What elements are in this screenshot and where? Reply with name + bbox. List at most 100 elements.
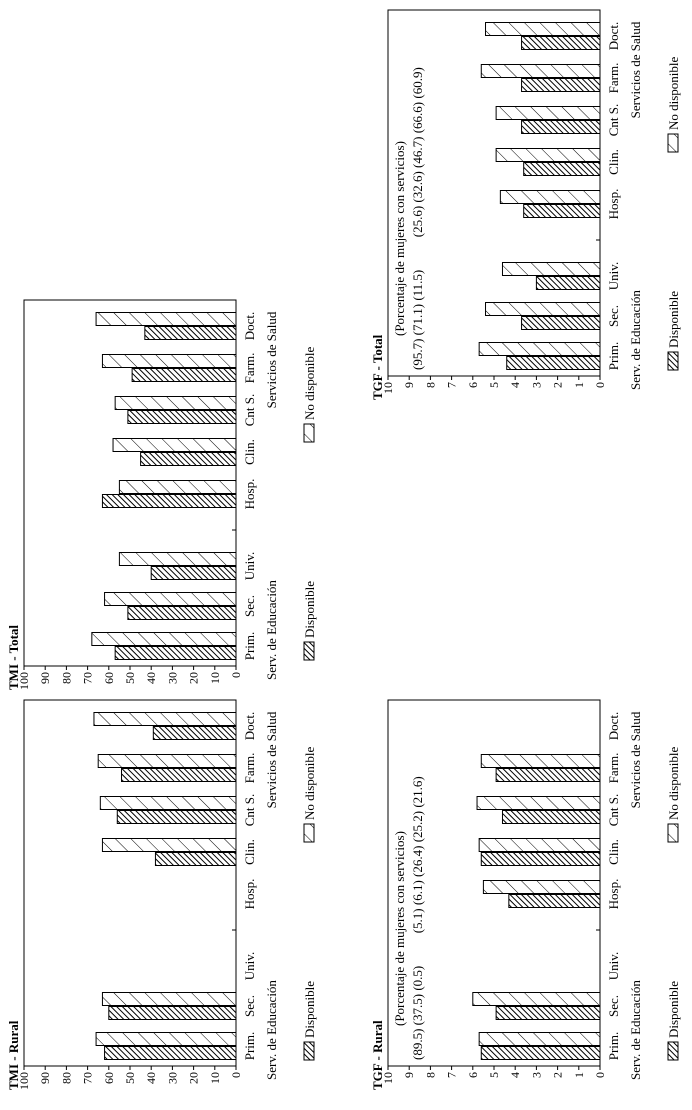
chart-tmi-rural: TMI - Rural 0 10 20 30 40 50 60 70 80 90 100 Prim. S… (6, 699, 317, 1090)
bar-no-disponible (95, 312, 237, 326)
y-tick-label: 3 (529, 1072, 543, 1078)
y-tick-label: 60 (102, 1072, 116, 1084)
y-tick-label: 10 (381, 382, 395, 394)
y-tick-label: 8 (423, 382, 437, 388)
group-label-health: Servicios de Salud (264, 311, 279, 408)
legend-swatch-disponible (303, 641, 315, 661)
plot-area: 0 1 2 3 4 5 6 7 8 9 10 Prim. Sec. Univ. Hosp. Clin. Cnt … (381, 699, 621, 1084)
bar-disponible (495, 768, 601, 782)
y-tick-label: 20 (187, 672, 201, 684)
x-tick-label: Doct. (606, 22, 621, 51)
y-tick-label: 7 (445, 382, 459, 388)
y-tick-label: 40 (144, 1072, 158, 1084)
y-tick-label: 8 (423, 1072, 437, 1078)
bar-no-disponible (480, 754, 601, 768)
bar-disponible (101, 494, 237, 508)
y-tick-label: 1 (572, 1072, 586, 1078)
y-tick-label: 0 (593, 1072, 607, 1078)
y-tick-label: 4 (508, 1072, 522, 1078)
bar-no-disponible (95, 1032, 237, 1046)
x-tick-label: Clin. (242, 439, 257, 465)
x-tick-label: Doct. (606, 712, 621, 741)
bar-no-disponible (501, 262, 601, 276)
x-tick-label: Cnt S. (606, 104, 621, 137)
x-tick-label: Hosp. (606, 879, 621, 910)
bar-no-disponible (476, 796, 601, 810)
x-tick-label: Clin. (242, 839, 257, 865)
legend-label-disponible: Disponible (302, 981, 317, 1038)
chart-title: TMI - Rural (6, 1020, 21, 1090)
y-tick-label: 10 (208, 672, 222, 684)
legend-swatch-no-disponible (303, 423, 315, 443)
x-tick-label: Prim. (242, 632, 257, 661)
x-tick-label: Cnt S. (242, 794, 257, 827)
bar-no-disponible (478, 838, 601, 852)
x-tick-label: Univ. (606, 952, 621, 980)
y-tick-label: 0 (229, 1072, 243, 1078)
bar-no-disponible (118, 480, 237, 494)
bar-no-disponible (91, 632, 237, 646)
bar-no-disponible (97, 754, 237, 768)
group-label-education: Serv. de Educación (264, 980, 279, 1080)
legend-label-disponible: Disponible (666, 291, 681, 348)
y-tick-label: 20 (187, 1072, 201, 1084)
x-tick-label: Farm. (606, 753, 621, 784)
bar-no-disponible (99, 796, 237, 810)
legend-label-disponible: Disponible (666, 981, 681, 1038)
bar-no-disponible (482, 880, 601, 894)
bar-no-disponible (114, 396, 237, 410)
y-tick-label: 7 (445, 1072, 459, 1078)
legend: Disponible No disponible (302, 346, 317, 661)
chart-tmi-total: TMI - Total 0 10 20 30 40 50 60 70 80 90 100 Prim. S… (6, 299, 317, 690)
bar-disponible (150, 566, 237, 580)
bar-disponible (506, 356, 601, 370)
x-tick-label: Prim. (606, 1032, 621, 1061)
x-tick-label: Sec. (606, 995, 621, 1017)
bar-no-disponible (485, 22, 601, 36)
x-tick-label: Hosp. (242, 479, 257, 510)
bar-no-disponible (112, 438, 237, 452)
y-tick-label: 1 (572, 382, 586, 388)
x-tick-label: Farm. (606, 63, 621, 94)
bar-disponible (521, 78, 601, 92)
bar-disponible (121, 768, 237, 782)
bar-disponible (140, 452, 237, 466)
percent-header: (Porcentaje de mujeres con servicios) (392, 141, 407, 336)
bar-no-disponible (93, 712, 237, 726)
chart-title: TGF - Rural (370, 1020, 385, 1090)
percent-header: (Porcentaje de mujeres con servicios) (392, 831, 407, 1026)
y-tick-label: 10 (208, 1072, 222, 1084)
y-tick-label: 0 (229, 672, 243, 678)
x-tick-label: Clin. (606, 149, 621, 175)
legend-swatch-no-disponible (667, 823, 679, 843)
bar-disponible (495, 1006, 601, 1020)
bar-no-disponible (480, 64, 601, 78)
y-tick-label: 5 (487, 382, 501, 388)
bar-disponible (480, 1046, 601, 1060)
bar-no-disponible (104, 592, 237, 606)
x-tick-label: Cnt S. (242, 394, 257, 427)
chart-title: TGF - Total (370, 334, 385, 400)
y-tick-label: 100 (17, 1072, 31, 1090)
bar-disponible (108, 1006, 237, 1020)
bar-no-disponible (101, 838, 237, 852)
y-tick-label: 30 (165, 672, 179, 684)
x-tick-label: Cnt S. (606, 794, 621, 827)
bar-no-disponible (478, 342, 601, 356)
percent-values: (95.7) (71.1) (11.5) (25.6) (32.6) (46.7… (410, 67, 425, 370)
legend-swatch-no-disponible (303, 823, 315, 843)
bar-no-disponible (495, 148, 601, 162)
y-tick-label: 70 (81, 1072, 95, 1084)
x-tick-label: Hosp. (242, 879, 257, 910)
y-tick-label: 90 (38, 672, 52, 684)
legend-label-no-disponible: No disponible (302, 746, 317, 820)
x-tick-label: Prim. (242, 1032, 257, 1061)
legend: Disponible No disponible (666, 746, 681, 1061)
bar-disponible (521, 316, 601, 330)
y-tick-label: 3 (529, 382, 543, 388)
bar-disponible (521, 36, 601, 50)
y-tick-label: 80 (59, 1072, 73, 1084)
x-tick-label: Univ. (242, 952, 257, 980)
y-tick-label: 90 (38, 1072, 52, 1084)
x-tick-label: Univ. (606, 262, 621, 290)
